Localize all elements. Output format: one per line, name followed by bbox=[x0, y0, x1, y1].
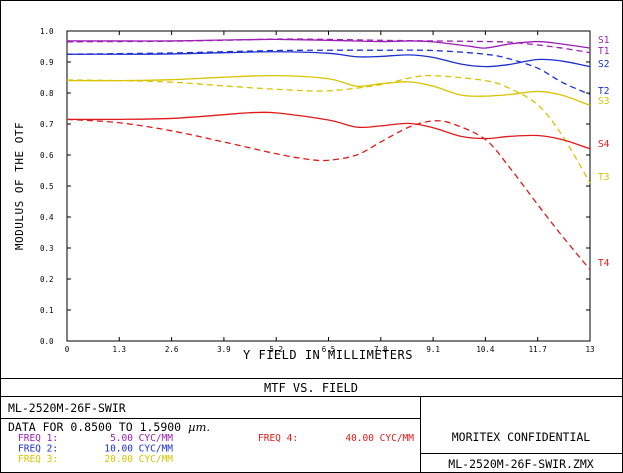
freq-3: FREQ 3: 20.00 CYC/MM bbox=[18, 454, 173, 465]
x-tick-label: 5.2 bbox=[269, 345, 283, 354]
axis-ticks bbox=[66, 30, 591, 342]
freq-2: FREQ 2: 10.00 CYC/MM bbox=[18, 444, 173, 455]
x-tick-label: 0 bbox=[65, 345, 70, 354]
y-tick-label: 0.3 bbox=[40, 244, 54, 253]
x-tick-label: 11.7 bbox=[529, 345, 547, 354]
series-s3-label: S3 bbox=[598, 96, 609, 107]
series-t3-line bbox=[66, 74, 591, 184]
y-tick-label: 0.1 bbox=[40, 306, 54, 315]
freq-2-value: 10.00 CYC/MM bbox=[104, 444, 173, 455]
x-tick-labels: 0 1.3 2.6 3.9 5.2 6.5 7.8 9.1 10.4 11.7 13 bbox=[65, 345, 595, 354]
y-tick-label: 0.2 bbox=[40, 275, 54, 284]
data-range-prefix: DATA FOR bbox=[8, 420, 63, 434]
freq-4: FREQ 4: 40.00 CYC/MM bbox=[258, 433, 414, 444]
series-t4-label: T4 bbox=[598, 258, 610, 269]
data-range: 0.8500 TO 1.5900 bbox=[70, 420, 181, 434]
y-tick-label: 0.5 bbox=[40, 182, 54, 191]
mtf-curves bbox=[66, 38, 591, 271]
series-t2-line bbox=[66, 49, 591, 96]
series-s2-line bbox=[66, 51, 591, 68]
y-tick-label: 0.8 bbox=[40, 89, 54, 98]
x-tick-label: 1.3 bbox=[113, 345, 127, 354]
lens-name: ML-2520M-26F-SWIR bbox=[8, 401, 126, 415]
series-t2-label: T2 bbox=[598, 86, 609, 97]
x-tick-label: 13 bbox=[585, 345, 594, 354]
freq-3-label: FREQ 3: bbox=[18, 454, 58, 465]
y-tick-label: 0.4 bbox=[40, 213, 54, 222]
freq-1: FREQ 1: 5.00 CYC/MM bbox=[18, 433, 173, 444]
freq-3-value: 20.00 CYC/MM bbox=[104, 454, 173, 465]
series-t1-label: T1 bbox=[598, 46, 610, 57]
freq-2-label: FREQ 2: bbox=[18, 444, 58, 455]
y-tick-label: 0.7 bbox=[40, 120, 54, 129]
series-t4-line bbox=[66, 118, 591, 271]
series-s4-line bbox=[66, 111, 591, 150]
x-tick-label: 2.6 bbox=[165, 345, 179, 354]
y-tick-label: 0.0 bbox=[40, 337, 54, 346]
x-tick-label: 3.9 bbox=[217, 345, 231, 354]
x-tick-label: 10.4 bbox=[476, 345, 495, 354]
data-unit: µm. bbox=[188, 420, 210, 434]
series-s1-label: S1 bbox=[598, 35, 610, 46]
x-tick-label: 6.5 bbox=[322, 345, 336, 354]
freq-1-label: FREQ 1: bbox=[18, 433, 58, 444]
freq-4-label: FREQ 4: bbox=[258, 433, 298, 444]
series-s2-label: S2 bbox=[598, 59, 609, 70]
chart-title: MTF VS. FIELD bbox=[264, 381, 358, 395]
y-tick-labels: 0.0 0.1 0.2 0.3 0.4 0.5 0.6 0.7 0.8 0.9 1.0 bbox=[40, 27, 54, 346]
freq-1-value: 5.00 CYC/MM bbox=[110, 433, 173, 444]
series-s4-label: S4 bbox=[598, 139, 610, 150]
data-range-line: DATA FOR 0.8500 TO 1.5900 µm. bbox=[8, 420, 210, 434]
freq-4-value: 40.00 CYC/MM bbox=[345, 433, 414, 444]
file-name: ML-2520M-26F-SWIR.ZMX bbox=[448, 457, 593, 471]
x-tick-label: 7.8 bbox=[374, 345, 388, 354]
y-tick-label: 0.9 bbox=[40, 58, 54, 67]
x-axis-title: Y FIELD IN MILLIMETERS bbox=[243, 348, 413, 362]
series-t1-line bbox=[66, 38, 591, 54]
y-tick-label: 1.0 bbox=[40, 27, 54, 36]
confidential-label: MORITEX CONFIDENTIAL bbox=[452, 430, 591, 444]
y-axis-title: MODULUS OF THE OTF bbox=[13, 122, 26, 250]
series-s3-line bbox=[66, 74, 591, 107]
y-tick-label: 0.6 bbox=[40, 151, 54, 160]
x-tick-label: 9.1 bbox=[426, 345, 440, 354]
series-t3-label: T3 bbox=[598, 172, 609, 183]
